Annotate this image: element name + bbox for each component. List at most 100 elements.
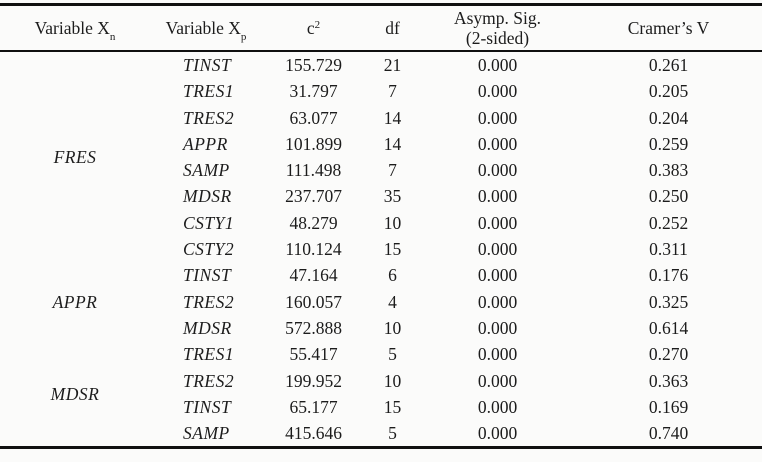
variable-xp-cell: SAMP	[183, 160, 230, 181]
cramers-v-cell: 0.252	[648, 212, 689, 233]
df-cell: 15	[383, 239, 402, 260]
variable-xp-cell: TRES2	[183, 291, 235, 312]
chi-square-cell: 63.077	[289, 107, 338, 128]
col-header-variable-xp: Variable Xp	[150, 4, 262, 52]
col-header-chi-square: c2	[262, 4, 365, 52]
cramers-v-cell: 0.176	[648, 265, 689, 286]
df-cell: 5	[388, 423, 397, 444]
df-cell: 10	[383, 212, 402, 233]
col-header-variable-xn: Variable Xn	[0, 4, 150, 52]
variable-xp-cell: TRES1	[183, 344, 235, 365]
chi-square-cell: 111.498	[285, 160, 342, 181]
table-row: SAMP 415.646 5 0.000 0.740	[0, 420, 762, 448]
col-header-cramers-v: Cramer’s V	[575, 4, 762, 52]
asymp-sig-cell: 0.000	[477, 160, 518, 181]
chi-square-cell: 110.124	[285, 239, 342, 260]
table-row: TRES2 160.057 4 0.000 0.325	[0, 289, 762, 315]
statistics-table: Variable Xn Variable Xp c2 df Asymp. Sig…	[0, 3, 762, 450]
header-row: Variable Xn Variable Xp c2 df Asymp. Sig…	[0, 4, 762, 52]
group-label-fres: FRES	[53, 147, 97, 168]
table-row: CSTY1 48.279 10 0.000 0.252	[0, 210, 762, 236]
variable-xp-cell: TRES2	[183, 107, 235, 128]
superscript-2: 2	[314, 19, 321, 31]
subscript-n: n	[109, 31, 116, 43]
df-cell: 14	[383, 133, 402, 154]
cramers-v-cell: 0.261	[648, 55, 689, 75]
cramers-v-cell: 0.259	[648, 133, 689, 154]
chi-square-cell: 31.797	[289, 81, 338, 102]
asymp-sig-cell: 0.000	[477, 133, 518, 154]
asymp-sig-cell: 0.000	[477, 212, 518, 233]
table-body: FRES TINST 155.729 21 0.000 0.261 TRES1 31.797 7…	[0, 51, 762, 448]
df-cell: 10	[383, 370, 402, 391]
table-row: APPR TINST 47.164 6 0.000 0.176	[0, 262, 762, 311]
col-header-df: df	[365, 4, 420, 52]
cramers-v-cell: 0.363	[648, 370, 689, 391]
cramers-v-cell: 0.383	[648, 160, 689, 181]
asymp-sig-cell: 0.000	[477, 317, 518, 338]
cramers-v-cell: 0.250	[648, 186, 689, 207]
table-row: FRES TINST 155.729 21 0.000 0.261	[0, 51, 762, 167]
cramers-v-cell: 0.270	[648, 344, 689, 365]
chi-square-cell: 199.952	[285, 370, 342, 391]
table-row: TRES1 31.797 7 0.000 0.205	[0, 78, 762, 104]
asymp-sig-cell: 0.000	[477, 239, 518, 260]
variable-xp-cell: TINST	[183, 396, 232, 417]
group-label-appr: APPR	[52, 291, 98, 312]
table-row: CSTY2 110.124 15 0.000 0.311	[0, 236, 762, 262]
variable-xp-cell: TRES2	[183, 370, 235, 391]
table-row: MDSR TRES1 55.417 5 0.000 0.270	[0, 341, 762, 403]
asymp-sig-cell: 0.000	[477, 81, 518, 102]
asymp-sig-cell: 0.000	[477, 291, 518, 312]
cramers-v-cell: 0.169	[648, 396, 689, 417]
chi-square-cell: 237.707	[285, 186, 342, 207]
variable-xp-cell: MDSR	[183, 317, 232, 338]
asymp-sig-cell: 0.000	[477, 423, 518, 444]
chi-square-cell: 47.164	[289, 265, 338, 286]
variable-xp-cell: TINST	[183, 55, 232, 75]
variable-xp-cell: TINST	[183, 265, 232, 286]
df-cell: 7	[388, 160, 397, 181]
table-row: SAMP 111.498 7 0.000 0.383	[0, 157, 762, 183]
chi-square-cell: 160.057	[285, 291, 342, 312]
chi-square-cell: 155.729	[285, 55, 342, 75]
variable-xp-cell: SAMP	[183, 423, 230, 444]
asymp-sig-cell: 0.000	[477, 265, 518, 286]
table-row: APPR 101.899 14 0.000 0.259	[0, 131, 762, 157]
chi-square-cell: 572.888	[285, 317, 342, 338]
variable-xp-cell: TRES1	[183, 81, 235, 102]
table-row: TRES2 199.952 10 0.000 0.363	[0, 368, 762, 394]
variable-xp-cell: CSTY2	[183, 239, 235, 260]
table-row: TINST 65.177 15 0.000 0.169	[0, 394, 762, 420]
df-cell: 5	[388, 344, 397, 365]
col-header-asymp-sig: Asymp. Sig. (2-sided)	[420, 4, 575, 52]
table-header: Variable Xn Variable Xp c2 df Asymp. Sig…	[0, 4, 762, 52]
df-cell: 4	[388, 291, 397, 312]
cramers-v-cell: 0.311	[649, 239, 688, 260]
asymp-sig-cell: 0.000	[477, 186, 518, 207]
table-row: MDSR 572.888 10 0.000 0.614	[0, 315, 762, 341]
table-row: MDSR 237.707 35 0.000 0.250	[0, 183, 762, 209]
df-cell: 7	[388, 81, 397, 102]
asymp-sig-cell: 0.000	[477, 55, 518, 75]
asymp-sig-cell: 0.000	[477, 396, 518, 417]
chi-square-cell: 55.417	[289, 344, 338, 365]
subscript-p: p	[240, 31, 247, 43]
cramers-v-cell: 0.614	[648, 317, 689, 338]
df-cell: 10	[383, 317, 402, 338]
chi-square-cell: 65.177	[289, 396, 338, 417]
variable-xp-cell: MDSR	[183, 186, 232, 207]
chi-square-cell: 415.646	[285, 423, 342, 444]
variable-xp-cell: APPR	[183, 133, 228, 154]
group-label-mdsr: MDSR	[50, 383, 100, 404]
cramers-v-cell: 0.204	[648, 107, 689, 128]
df-cell: 6	[388, 265, 397, 286]
variable-xp-cell: CSTY1	[183, 212, 235, 233]
df-cell: 21	[383, 55, 402, 75]
df-cell: 14	[383, 107, 402, 128]
cramers-v-cell: 0.205	[648, 81, 689, 102]
table-row: TRES2 63.077 14 0.000 0.204	[0, 105, 762, 131]
chi-square-cell: 48.279	[289, 212, 338, 233]
asymp-sig-cell: 0.000	[477, 107, 518, 128]
